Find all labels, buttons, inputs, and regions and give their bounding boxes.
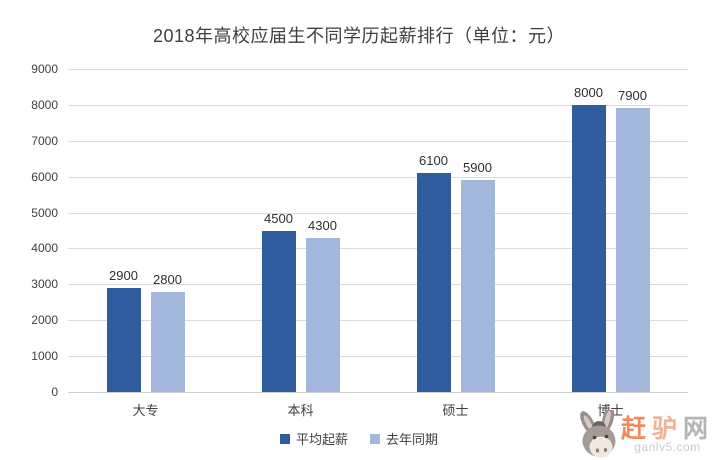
x-tick-label-大专: 大专: [132, 403, 159, 418]
site-name-char: 赶: [620, 415, 652, 443]
bar-value-label: 8000: [574, 84, 603, 100]
site-name: 赶驴网: [621, 416, 714, 442]
gridline-8000: [68, 104, 688, 106]
legend-item-去年同期: 去年同期: [370, 429, 438, 448]
site-name-char: 驴: [651, 415, 683, 443]
gridline-3000: [68, 284, 688, 286]
legend: 平均起薪 去年同期: [0, 429, 718, 448]
bar-value-label: 4300: [308, 217, 337, 233]
site-watermark[interactable]: 赶驴网 ganlv5.com: [575, 410, 714, 460]
bar-value-label: 4500: [264, 210, 293, 226]
gridline-9000: [68, 69, 688, 70]
legend-label: 平均起薪: [295, 432, 348, 447]
bar-平均起薪-博士: 8000: [571, 85, 606, 392]
bar-去年同期-博士: 7900: [615, 88, 650, 392]
gridline-6000: [68, 176, 688, 178]
gridline-5000: [68, 212, 688, 214]
site-watermark-text: 赶驴网 ganlv5.com: [621, 416, 714, 454]
legend-swatch-icon: [279, 433, 290, 444]
site-url: ganlv5.com: [634, 440, 701, 454]
donkey-logo-icon: [580, 410, 616, 458]
bar-去年同期-大专: 2800: [150, 272, 185, 392]
bar-value-label: 6100: [419, 153, 448, 169]
y-tick-label: 5000: [31, 205, 58, 220]
site-name-char: 网: [682, 415, 714, 443]
gridline-0: [68, 392, 688, 393]
plot-area: 2900 2800 4500 4300 6100 5900 8000 7900: [68, 69, 688, 393]
x-tick-label-本科: 本科: [287, 403, 314, 418]
bar-去年同期-硕士: 5900: [460, 160, 495, 392]
y-tick-label: 8000: [31, 97, 58, 112]
y-tick-label: 6000: [31, 169, 58, 184]
bar-value-label: 2900: [109, 267, 138, 283]
y-tick-label: 2000: [31, 313, 58, 328]
legend-item-平均起薪: 平均起薪: [279, 429, 348, 448]
bar-value-label: 7900: [618, 88, 647, 104]
gridline-4000: [68, 248, 688, 250]
y-tick-label: 7000: [31, 133, 58, 148]
gridline-1000: [68, 356, 688, 358]
y-tick-label: 1000: [31, 349, 58, 364]
bar-平均起薪-大专: 2900: [106, 268, 141, 392]
legend-swatch-icon: [370, 433, 380, 444]
y-axis-labels: 0 1000 2000 3000 4000 5000 6000 7000 8000 9000: [0, 62, 58, 399]
x-tick-label-硕士: 硕士: [442, 403, 469, 418]
bar-value-label: 2800: [153, 271, 182, 287]
bar-平均起薪-硕士: 6100: [416, 153, 451, 392]
bar-value-label: 5900: [463, 160, 492, 176]
chart-title: 2018年高校应届生不同学历起薪排行（单位：元）: [152, 26, 566, 46]
bar-去年同期-本科: 4300: [305, 218, 340, 392]
legend-label: 去年同期: [386, 432, 439, 447]
y-tick-label: 9000: [31, 62, 58, 76]
y-tick-label: 3000: [31, 277, 58, 292]
y-tick-label: 4000: [31, 241, 58, 256]
y-tick-label: 0: [51, 385, 58, 399]
gridline-7000: [68, 140, 688, 142]
gridline-2000: [68, 320, 688, 322]
bar-平均起薪-本科: 4500: [261, 211, 296, 392]
